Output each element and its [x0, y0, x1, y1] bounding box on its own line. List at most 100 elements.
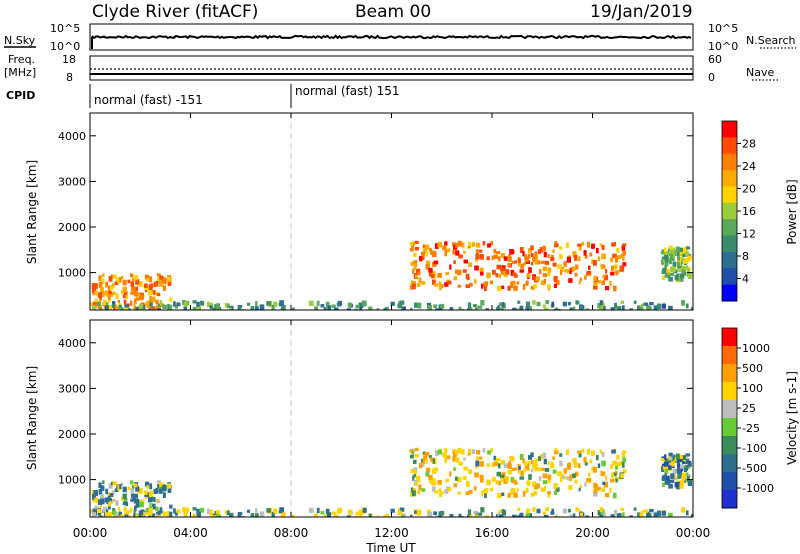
power-cell: [685, 265, 689, 269]
velocity-cell: [601, 487, 605, 492]
velocity-cell: [90, 509, 94, 513]
power-cell: [518, 258, 521, 263]
power-cell: [572, 266, 576, 271]
velocity-cell: [444, 457, 448, 464]
power-cell: [672, 261, 676, 268]
power-cell: [490, 241, 493, 246]
power-cell: [121, 275, 124, 279]
velocity-cell: [588, 472, 591, 477]
power-cell: [614, 255, 619, 261]
power-cell: [434, 243, 439, 249]
power-cell: [547, 284, 551, 288]
power-cell: [539, 247, 543, 253]
power-cell: [683, 260, 689, 264]
velocity-cell: [148, 506, 153, 511]
colorbar-swatch: [722, 454, 737, 473]
power-cell: [467, 302, 472, 308]
velocity-cell: [158, 486, 162, 490]
power-cell: [540, 280, 545, 286]
power-cell: [119, 277, 122, 282]
power-cell: [622, 305, 625, 310]
power-cell: [417, 302, 422, 309]
power-cell: [543, 307, 549, 310]
power-cell: [130, 281, 135, 287]
velocity-cell: [474, 486, 477, 491]
velocity-cell: [601, 460, 606, 467]
nsearch-tick-bottom: 10^0: [708, 40, 738, 53]
power-cell: [123, 290, 128, 296]
power-cell: [167, 304, 170, 310]
power-cell: [100, 291, 105, 298]
velocity-cell: [417, 479, 421, 483]
power-cell: [410, 307, 413, 310]
y-tick-label: 2000: [58, 221, 86, 234]
power-cell: [681, 269, 686, 274]
velocity-cell: [114, 488, 119, 492]
velocity-colorbar: 1000 500 100 25 -25 -100 -500 -1000: [721, 327, 774, 509]
power-cell: [476, 242, 481, 248]
power-cell: [445, 248, 451, 253]
velocity-cell: [612, 460, 617, 466]
velocity-cell: [467, 509, 472, 515]
power-cell: [97, 301, 101, 306]
power-cell: [617, 255, 622, 259]
velocity-cell: [457, 491, 462, 495]
power-cell: [102, 273, 105, 278]
power-cell: [559, 253, 563, 260]
colorbar-tick: -100: [742, 442, 767, 455]
velocity-cell: [139, 501, 144, 508]
velocity-cell: [621, 451, 626, 458]
velocity-cell: [425, 458, 428, 464]
velocity-cell: [414, 454, 419, 458]
velocity-cell: [668, 483, 673, 489]
power-cell: [421, 281, 426, 285]
power-cell: [500, 267, 505, 272]
velocity-cell: [665, 475, 670, 482]
power-cell: [123, 299, 127, 305]
velocity-cell: [495, 458, 500, 462]
velocity-cell: [593, 491, 598, 497]
power-cell: [91, 283, 95, 289]
power-cell: [553, 276, 558, 282]
velocity-cell: [662, 482, 665, 487]
power-cell: [417, 283, 421, 287]
power-cell: [597, 303, 601, 309]
velocity-cell: [519, 454, 524, 460]
power-cell: [497, 305, 500, 310]
freq-label: Freq.: [8, 53, 35, 66]
power-cell: [152, 296, 156, 303]
power-cell: [125, 295, 128, 299]
power-cell: [498, 256, 501, 262]
velocity-cell: [431, 478, 436, 483]
power-cell: [147, 290, 153, 296]
power-cell: [676, 246, 680, 253]
velocity-cell: [649, 509, 654, 513]
velocity-cell: [512, 488, 515, 493]
velocity-cell: [337, 507, 343, 513]
power-cell: [577, 243, 582, 247]
velocity-cell: [410, 468, 414, 473]
velocity-cell: [498, 480, 501, 486]
power-cell: [664, 257, 669, 263]
velocity-cell: [176, 509, 181, 514]
y-tick-label: 1000: [58, 474, 86, 487]
x-tick-label: 20:00: [575, 526, 610, 540]
power-cell: [565, 242, 569, 249]
velocity-cell: [677, 474, 681, 479]
power-cell: [542, 266, 548, 272]
power-cell: [149, 296, 152, 301]
velocity-cell: [149, 483, 153, 490]
velocity-cell: [593, 467, 597, 473]
velocity-cell: [421, 488, 426, 492]
velocity-cell: [449, 471, 452, 477]
power-cell: [505, 269, 510, 275]
power-cell: [449, 264, 452, 270]
y-tick-label: 4000: [58, 337, 86, 350]
power-colorbar-label: Power [dB]: [785, 179, 799, 244]
velocity-cell: [99, 503, 102, 508]
power-cell: [292, 307, 295, 310]
velocity-cell: [507, 470, 512, 474]
power-cell: [112, 291, 116, 295]
velocity-cell: [573, 513, 576, 517]
velocity-cell: [500, 477, 504, 482]
